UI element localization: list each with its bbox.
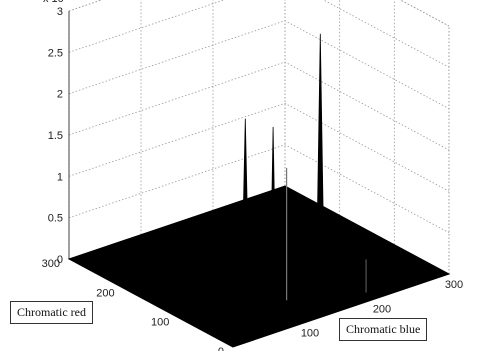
peak-0 — [241, 118, 249, 260]
z-gridline-6 — [68, 0, 450, 27]
peak-2 — [270, 126, 276, 244]
z-tick-label-2: 1 — [57, 171, 63, 183]
x-axis-label: Chromatic red — [10, 301, 93, 324]
x-tick-label-0: 0 — [218, 346, 224, 351]
y-tick-label-1: 100 — [301, 328, 319, 340]
z-tick-label-1: 0.5 — [48, 213, 63, 225]
z-tick-label-4: 2 — [57, 89, 63, 101]
x-tick-label-3: 300 — [42, 258, 60, 270]
tick-labels: 00.511.522.53x 10401002003000100200300 — [42, 0, 464, 351]
peaks — [241, 33, 367, 301]
x-tick-label-1: 100 — [151, 317, 169, 329]
x-tick-label-2: 200 — [96, 287, 114, 299]
peak-4 — [296, 244, 302, 254]
peak-3 — [266, 239, 272, 257]
y-axis-label: Chromatic blue — [339, 318, 428, 341]
z-gridline-2 — [68, 102, 450, 192]
z-gridline-3 — [68, 61, 450, 151]
y-tick-label-3: 300 — [445, 279, 463, 291]
y-tick-label-2: 200 — [373, 303, 391, 315]
z-tick-label-3: 1.5 — [48, 130, 63, 142]
z-gridline-4 — [68, 20, 450, 110]
peak-1 — [316, 33, 324, 225]
box-edge-2 — [68, 0, 103, 12]
z-tick-label-5: 2.5 — [48, 47, 63, 59]
z-tick-label-6: 3 — [57, 6, 63, 18]
z-gridline-1 — [68, 144, 450, 234]
z-tick-label-0: 0 — [57, 254, 63, 266]
z-gridline-5 — [68, 0, 450, 68]
z-multiplier-label: x 10 — [43, 0, 64, 5]
